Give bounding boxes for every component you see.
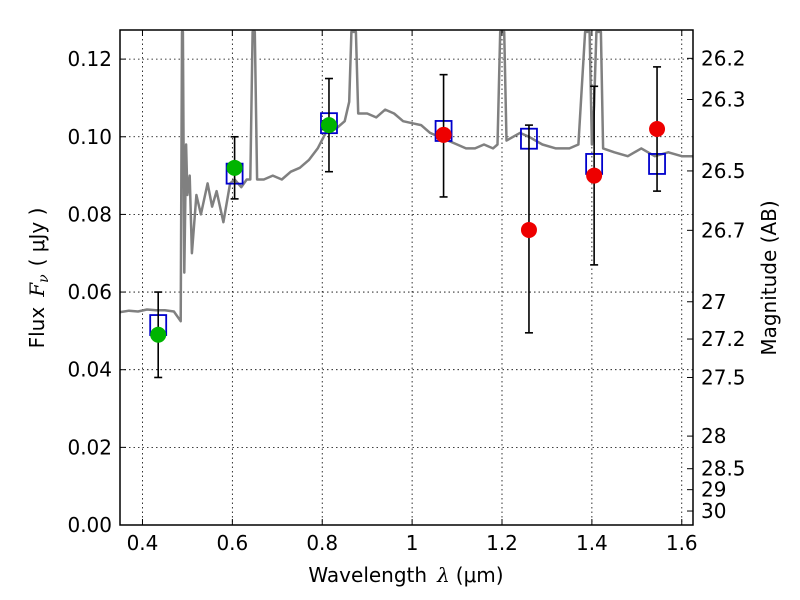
x-tick-label: 0.6 xyxy=(216,531,248,555)
x-tick-label: 0.4 xyxy=(127,531,159,555)
y2-tick-label: 27 xyxy=(701,290,726,314)
x-tick-label: 1.6 xyxy=(666,531,698,555)
y2-tick-label: 28 xyxy=(701,424,726,448)
observation-point-red xyxy=(435,126,452,143)
y-tick-label: 0.10 xyxy=(67,125,112,149)
y-axis-label-unit: ( μJy ) xyxy=(25,208,49,267)
model-box-layer xyxy=(149,112,666,336)
x-tick-label: 1 xyxy=(406,531,419,555)
y-axis-label-symbol: F xyxy=(25,282,49,298)
observation-point-green xyxy=(320,117,337,134)
x-axis-label-symbol: λ xyxy=(436,563,450,587)
x-axis-label: Wavelength λ (μm) xyxy=(308,563,503,587)
y-tick-label: 0.02 xyxy=(67,435,112,459)
observation-point-green xyxy=(150,326,167,343)
x-axis-label-text: Wavelength xyxy=(308,563,427,587)
grid-lines xyxy=(120,30,693,526)
x-axis-label-unit: (μm) xyxy=(456,563,504,587)
x-tick-label: 0.8 xyxy=(306,531,338,555)
y2-tick-label: 26.2 xyxy=(701,46,746,70)
y2-tick-label: 30 xyxy=(701,499,726,523)
observation-point-green xyxy=(226,159,243,176)
y-axis-label-text: Flux xyxy=(25,307,49,349)
observation-point-red xyxy=(586,167,603,184)
y-axis-label-subscript: ν xyxy=(36,274,52,283)
axis-ticks: 0.4 0.6 0.8 1 1.2 1.4 1.6 0.00 0.02 0.04 0.06 0.08 0… xyxy=(67,30,746,555)
y2-tick-label: 29 xyxy=(701,478,726,502)
y2-tick-label: 27.5 xyxy=(701,365,746,389)
observation-point-red xyxy=(649,121,666,137)
y2-tick-label: 26.3 xyxy=(701,87,746,111)
x-tick-label: 1.2 xyxy=(486,531,518,555)
x-tick-label: 1.4 xyxy=(576,531,608,555)
observation-point-layer xyxy=(150,117,666,343)
y-tick-label: 0.12 xyxy=(67,47,112,71)
y2-tick-label: 26.5 xyxy=(701,159,746,183)
spectrum-line xyxy=(120,30,693,323)
y2-tick-label: 26.7 xyxy=(701,218,746,242)
observation-point-red xyxy=(520,221,537,238)
plot-frame xyxy=(119,29,694,526)
y-tick-label: 0.00 xyxy=(67,513,112,537)
spectrum-layer xyxy=(120,30,693,323)
y-axis-label: Flux Fν ( μJy ) xyxy=(25,208,52,349)
y-tick-label: 0.06 xyxy=(67,280,112,304)
errorbar-layer xyxy=(154,66,662,379)
y2-tick-label: 27.2 xyxy=(701,327,746,351)
y-tick-label: 0.04 xyxy=(67,358,112,382)
y2-axis-label: Magnitude (AB) xyxy=(757,200,781,355)
y-tick-label: 0.08 xyxy=(67,202,112,226)
y2-tick-label: 28.5 xyxy=(701,457,746,481)
